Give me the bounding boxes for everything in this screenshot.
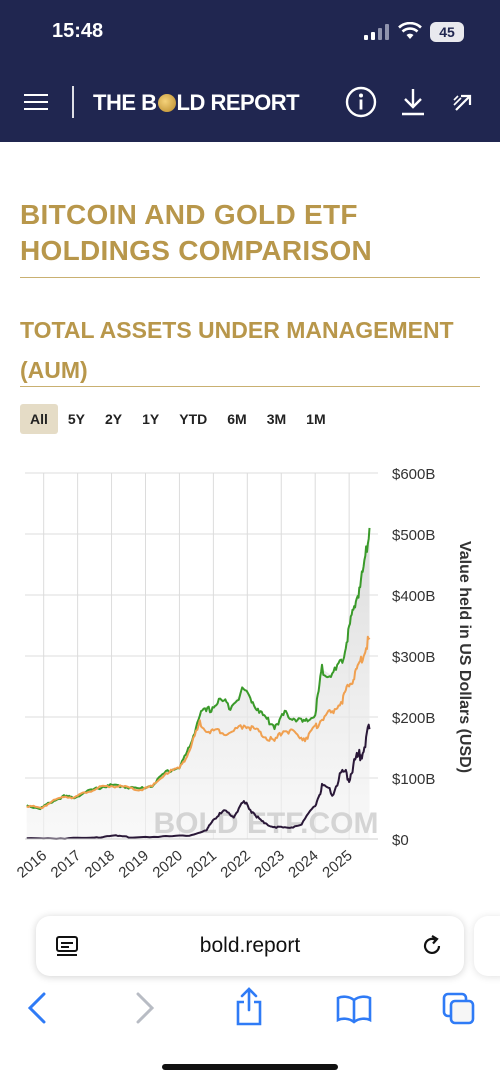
range-button-1m[interactable]: 1M (306, 411, 326, 427)
status-bar: 15:48 45 (0, 0, 500, 62)
y-tick-label: $500B (392, 527, 435, 544)
range-button-6m[interactable]: 6M (227, 411, 247, 427)
x-tick-label: 2020 (150, 847, 186, 881)
signal-icon (364, 24, 389, 40)
x-tick-label: 2025 (319, 847, 355, 881)
logo-text-right: LD REPORT (176, 90, 300, 115)
menu-icon[interactable] (24, 94, 48, 112)
range-button-ytd[interactable]: YTD (179, 411, 208, 427)
logo-text-left: THE B (93, 90, 157, 115)
next-tab-peek[interactable] (474, 916, 500, 976)
site-logo[interactable]: THE B LD REPORT (93, 90, 300, 116)
y-tick-label: $400B (392, 588, 435, 605)
x-tick-label: 2019 (116, 847, 152, 881)
status-time: 15:48 (52, 20, 104, 42)
y-tick-label: $300B (392, 649, 435, 666)
series-line-2 (26, 635, 371, 810)
aum-chart: $0 $100B $200B $300B $400B $500B $600B 20162017… (14, 466, 473, 882)
x-tick-label: 2021 (183, 847, 219, 881)
reload-icon[interactable] (420, 934, 444, 958)
range-button-3m[interactable]: 3M (266, 411, 287, 427)
home-indicator (162, 1064, 338, 1070)
app-header: THE B LD REPORT (0, 62, 500, 142)
subtitle-rule (20, 386, 480, 387)
x-tick-label: 2018 (82, 847, 118, 881)
range-button-1y[interactable]: 1Y (142, 411, 160, 427)
area-fill (26, 527, 370, 839)
range-button-all[interactable]: All (20, 404, 58, 434)
url-text[interactable]: bold.report (199, 934, 301, 957)
header-divider (72, 86, 74, 118)
x-tick-label: 2023 (251, 847, 287, 881)
range-button-5y[interactable]: 5Y (67, 411, 86, 427)
back-icon[interactable] (26, 990, 48, 1026)
x-tick-label: 2017 (48, 847, 84, 881)
x-tick-label: 2022 (217, 847, 253, 881)
article-title: BITCOIN AND GOLD ETF HOLDINGS COMPARISON (20, 199, 373, 266)
chart-subtitle: TOTAL ASSETS UNDER MANAGEMENT (AUM) (20, 317, 454, 383)
title-rule (20, 277, 480, 278)
y-tick-label: $200B (392, 710, 435, 727)
info-icon[interactable] (345, 86, 377, 118)
x-tick-label: 2016 (14, 847, 50, 881)
forward-icon[interactable] (134, 990, 156, 1026)
range-button-2y[interactable]: 2Y (105, 411, 123, 427)
bookmarks-icon[interactable] (336, 994, 372, 1024)
tabs-icon[interactable] (442, 992, 476, 1026)
series-line-3 (26, 723, 371, 840)
y-tick-label: $0 (392, 832, 409, 849)
url-bar[interactable]: bold.report (36, 916, 464, 976)
series-line-1 (26, 527, 371, 811)
battery-indicator: 45 (430, 22, 464, 42)
logo-coin-icon (157, 94, 176, 112)
share-sheet-icon[interactable] (234, 986, 264, 1028)
x-tick-label: 2024 (285, 847, 321, 881)
download-icon[interactable] (400, 86, 426, 118)
range-selector: All 5Y 2Y 1Y YTD 6M 3M 1M (20, 404, 336, 434)
reader-icon[interactable] (56, 936, 78, 958)
y-tick-label: $100B (392, 771, 435, 788)
share-icon[interactable] (452, 92, 474, 112)
y-tick-label: $600B (392, 466, 435, 483)
wifi-icon (398, 22, 422, 39)
y-axis-label: Value held in US Dollars (USD) (456, 541, 473, 773)
